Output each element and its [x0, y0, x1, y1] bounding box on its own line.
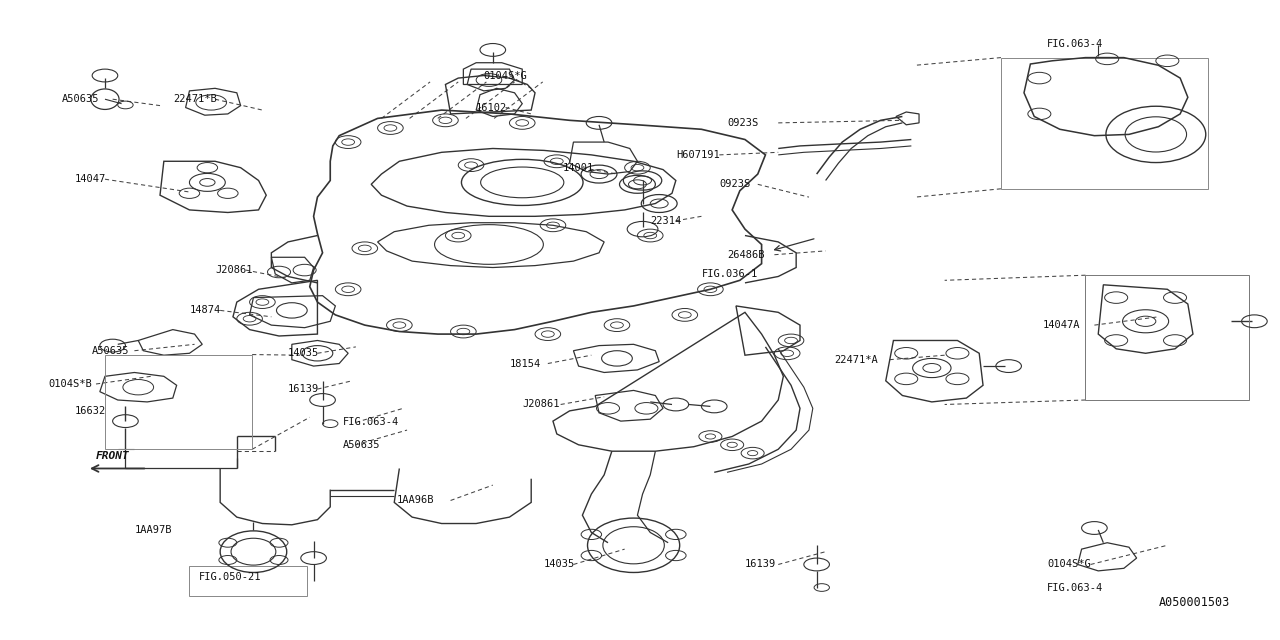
Text: 22314: 22314: [650, 216, 681, 226]
Text: 0104S*B: 0104S*B: [49, 379, 92, 389]
Text: 1AA96B: 1AA96B: [397, 495, 434, 506]
Text: 1AA97B: 1AA97B: [134, 525, 172, 535]
Text: A050001503: A050001503: [1158, 596, 1230, 609]
Text: H607191: H607191: [676, 150, 719, 160]
Bar: [189, 566, 307, 596]
Text: 22471*B: 22471*B: [173, 94, 216, 104]
Text: 16139: 16139: [745, 559, 776, 570]
Text: 16102: 16102: [476, 102, 507, 113]
Text: 0104S*G: 0104S*G: [484, 70, 527, 81]
Text: 0923S: 0923S: [719, 179, 750, 189]
Text: A50635: A50635: [343, 440, 380, 450]
Text: 14001: 14001: [563, 163, 594, 173]
Text: 14047A: 14047A: [1043, 320, 1080, 330]
Text: FIG.063-4: FIG.063-4: [1047, 38, 1103, 49]
Text: A50635: A50635: [92, 346, 129, 356]
Text: 14035: 14035: [288, 348, 319, 358]
Text: 26486B: 26486B: [727, 250, 764, 260]
Text: FIG.063-4: FIG.063-4: [1047, 582, 1103, 593]
Text: 22471*A: 22471*A: [835, 355, 878, 365]
Text: FIG.063-4: FIG.063-4: [343, 417, 399, 428]
Bar: [1085, 275, 1249, 400]
Text: 14047: 14047: [74, 174, 105, 184]
Bar: [105, 355, 252, 449]
Text: FIG.050-21: FIG.050-21: [198, 572, 261, 582]
Text: J20861: J20861: [522, 399, 559, 410]
Text: FRONT: FRONT: [96, 451, 129, 461]
Text: 0104S*G: 0104S*G: [1047, 559, 1091, 570]
Text: FIG.036-1: FIG.036-1: [701, 269, 758, 279]
Text: 16139: 16139: [288, 384, 319, 394]
Text: A50635: A50635: [61, 94, 99, 104]
Text: 16632: 16632: [74, 406, 105, 416]
Bar: [1001, 58, 1208, 189]
Text: 14874: 14874: [189, 305, 220, 316]
Text: J20861: J20861: [215, 265, 252, 275]
Text: 0923S: 0923S: [727, 118, 758, 128]
Text: 18154: 18154: [509, 358, 540, 369]
Text: 14035: 14035: [544, 559, 575, 570]
